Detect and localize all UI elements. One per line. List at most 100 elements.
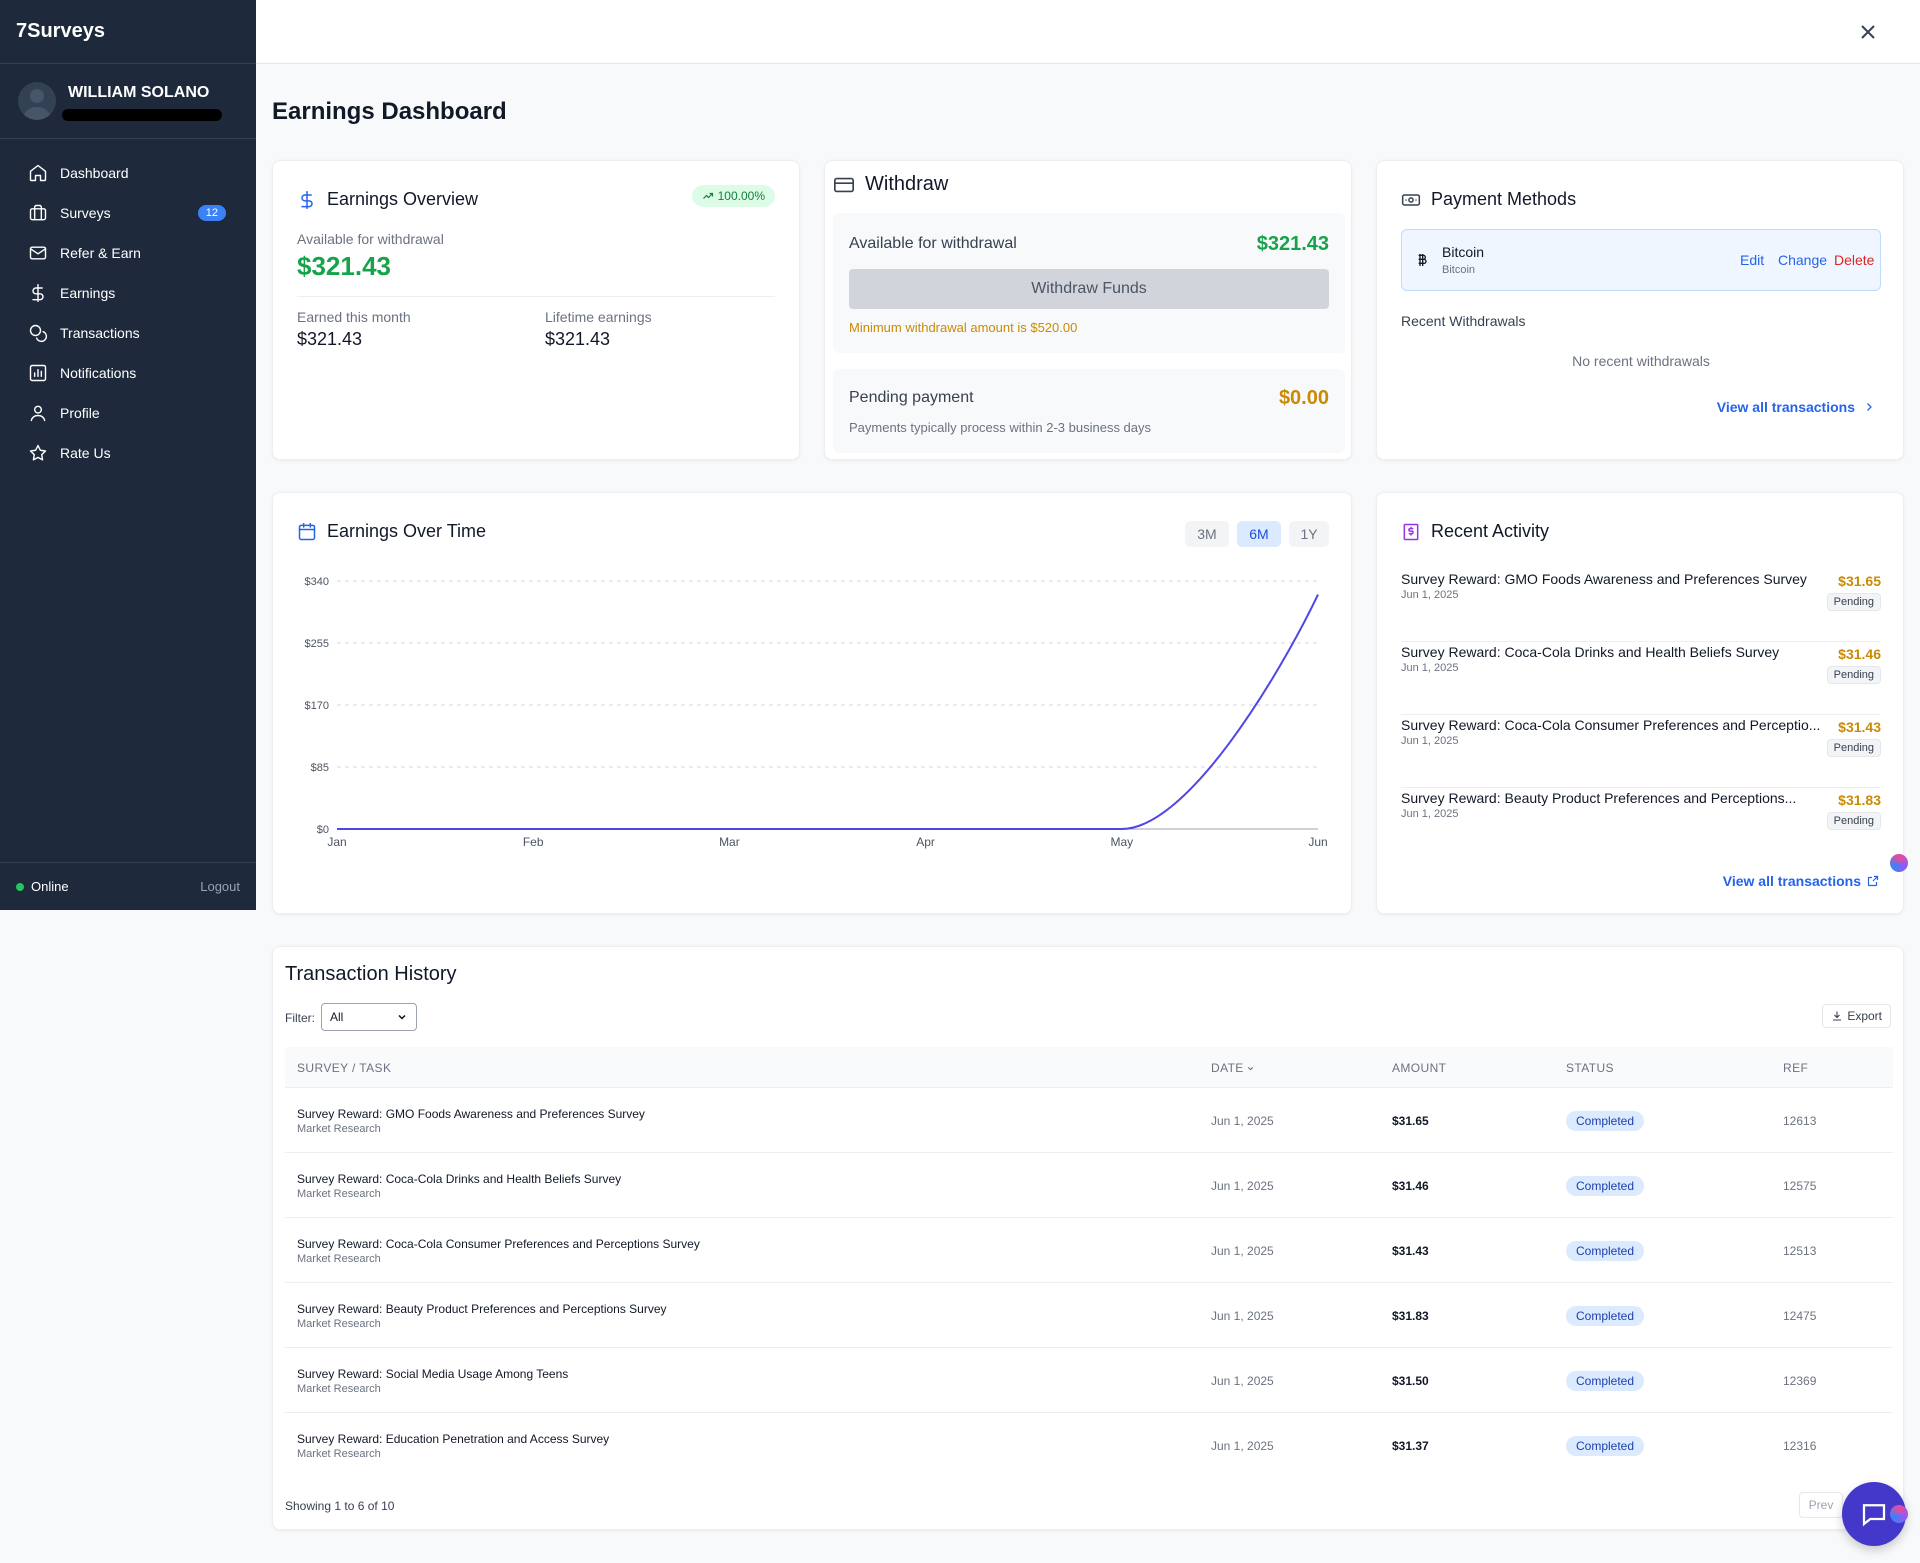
close-icon <box>1861 25 1875 39</box>
user-icon <box>30 405 46 422</box>
task-title: Survey Reward: Coca-Cola Consumer Prefer… <box>297 1236 700 1251</box>
table-row[interactable]: Survey Reward: Social Media Usage Among … <box>285 1347 1893 1412</box>
pending-panel: Pending payment $0.00 Payments typically… <box>833 369 1345 453</box>
assistant-brain-icon[interactable] <box>1890 854 1908 872</box>
activity-title: Survey Reward: Coca-Cola Drinks and Heal… <box>1401 644 1780 660</box>
calendar-icon <box>298 522 316 540</box>
top-bar <box>256 0 1920 64</box>
sidebar-item-label: Profile <box>60 405 100 421</box>
status-badge: Completed <box>1566 1240 1645 1261</box>
export-button[interactable]: Export <box>1822 1004 1891 1028</box>
activity-item[interactable]: Survey Reward: GMO Foods Awareness and P… <box>1401 569 1881 642</box>
sidebar-item-rate-us[interactable]: Rate Us <box>0 433 256 473</box>
activity-amount: $31.46 <box>1838 646 1881 662</box>
sidebar-item-transactions[interactable]: Transactions <box>0 313 256 353</box>
edit-method-button[interactable]: Edit <box>1740 252 1765 268</box>
row-ref: 12513 <box>1783 1243 1817 1258</box>
status-dot-icon <box>16 882 24 891</box>
task-category: Market Research <box>297 1187 381 1200</box>
row-date: Jun 1, 2025 <box>1211 1308 1274 1323</box>
banknote-icon <box>1401 193 1421 206</box>
sidebar-item-surveys[interactable]: Surveys 12 <box>0 193 256 233</box>
range-3m-button[interactable]: 3M <box>1185 521 1229 547</box>
coins-icon <box>29 324 48 343</box>
pending-label: Pending payment <box>849 389 974 406</box>
sort-down-icon <box>1247 1066 1253 1070</box>
sidebar-item-profile[interactable]: Profile <box>0 393 256 433</box>
filter-label: Filter: <box>285 1011 315 1025</box>
status-badge: Completed <box>1566 1370 1645 1391</box>
chevron-down-icon <box>398 1014 406 1020</box>
change-method-button[interactable]: Change <box>1778 252 1828 268</box>
range-1y-button[interactable]: 1Y <box>1289 521 1329 547</box>
user-avatar-icon <box>22 89 52 120</box>
minimum-note: Minimum withdrawal amount is $520.00 <box>849 320 1078 335</box>
user-panel: WILLIAM SOLANO <box>0 64 256 139</box>
card-title: Payment Methods <box>1431 189 1577 209</box>
link-label: View all transactions <box>1716 399 1855 415</box>
table-row[interactable]: Survey Reward: Education Penetration and… <box>285 1412 1893 1477</box>
row-date: Jun 1, 2025 <box>1211 1243 1274 1258</box>
x-tick-label: Mar <box>719 835 740 849</box>
user-name: WILLIAM SOLANO <box>68 84 210 101</box>
row-amount: $31.37 <box>1392 1438 1429 1453</box>
task-category: Market Research <box>297 1317 381 1330</box>
view-all-activity-link[interactable]: View all transactions <box>1723 873 1879 889</box>
status-text: Online <box>31 879 69 894</box>
star-icon <box>29 444 47 461</box>
column-header-status: STATUS <box>1566 1061 1614 1075</box>
task-title: Survey Reward: GMO Foods Awareness and P… <box>297 1106 645 1121</box>
activity-title: Survey Reward: Coca-Cola Consumer Prefer… <box>1401 717 1821 733</box>
recent-withdrawals-title: Recent Withdrawals <box>1401 313 1526 329</box>
activity-item[interactable]: Survey Reward: Coca-Cola Consumer Prefer… <box>1401 715 1881 788</box>
task-title: Survey Reward: Social Media Usage Among … <box>297 1366 569 1381</box>
row-ref: 12475 <box>1783 1308 1817 1323</box>
logout-link[interactable]: Logout <box>200 879 240 894</box>
task-title: Survey Reward: Education Penetration and… <box>297 1431 610 1446</box>
activity-item[interactable]: Survey Reward: Coca-Cola Drinks and Heal… <box>1401 642 1881 715</box>
column-header-date[interactable]: DATE <box>1211 1061 1255 1075</box>
available-label: Available for withdrawal <box>297 231 444 247</box>
view-all-transactions-link[interactable]: View all transactions <box>1717 399 1875 415</box>
chat-button[interactable] <box>1842 1482 1906 1546</box>
x-tick-label: Jun <box>1308 835 1327 849</box>
table-row[interactable]: Survey Reward: Beauty Product Preference… <box>285 1282 1893 1347</box>
sidebar-item-refer[interactable]: Refer & Earn <box>0 233 256 273</box>
row-amount: $31.46 <box>1392 1178 1429 1193</box>
filter-select[interactable]: All <box>321 1003 417 1031</box>
payment-methods-card: Payment Methods Bitcoin Bitcoin Edit Cha… <box>1376 160 1904 460</box>
status-badge: Pending <box>1826 666 1881 684</box>
y-tick-label: $340 <box>305 576 329 588</box>
sidebar-item-earnings[interactable]: Earnings <box>0 273 256 313</box>
table-row[interactable]: Survey Reward: Coca-Cola Consumer Prefer… <box>285 1217 1893 1282</box>
available-value: $321.43 <box>1256 233 1329 255</box>
sidebar-item-notifications[interactable]: Notifications <box>0 353 256 393</box>
task-category: Market Research <box>297 1122 381 1135</box>
activity-item[interactable]: Survey Reward: Beauty Product Preference… <box>1401 788 1881 861</box>
available-value: $321.43 <box>297 251 391 281</box>
sidebar-item-dashboard[interactable]: Dashboard <box>0 153 256 193</box>
sidebar-item-label: Earnings <box>60 285 116 301</box>
assistant-brain-icon[interactable] <box>1890 1505 1908 1523</box>
row-date: Jun 1, 2025 <box>1211 1178 1274 1193</box>
delete-method-button[interactable]: Delete <box>1834 252 1875 268</box>
table-row[interactable]: Survey Reward: Coca-Cola Drinks and Heal… <box>285 1152 1893 1217</box>
y-tick-label: $255 <box>305 638 329 650</box>
app-logo[interactable]: 7Surveys <box>0 0 256 64</box>
row-date: Jun 1, 2025 <box>1211 1373 1274 1388</box>
close-button[interactable] <box>1856 20 1880 44</box>
table-row[interactable]: Survey Reward: GMO Foods Awareness and P… <box>285 1087 1893 1152</box>
withdraw-card: Withdraw Available for withdrawal $321.4… <box>824 160 1352 460</box>
chat-icon <box>1862 1504 1886 1527</box>
withdraw-funds-button[interactable]: Withdraw Funds <box>849 269 1329 309</box>
prev-page-button[interactable]: Prev <box>1799 1492 1843 1518</box>
divider <box>297 296 775 297</box>
month-label: Earned this month <box>297 309 411 325</box>
x-tick-label: Feb <box>523 835 544 849</box>
filter-value: All <box>330 1010 344 1024</box>
avatar[interactable] <box>18 82 56 120</box>
credit-card-icon <box>834 177 854 192</box>
withdraw-available-panel: Available for withdrawal $321.43 Withdra… <box>833 213 1345 353</box>
range-6m-button[interactable]: 6M <box>1237 521 1281 547</box>
activity-amount: $31.83 <box>1838 792 1881 808</box>
